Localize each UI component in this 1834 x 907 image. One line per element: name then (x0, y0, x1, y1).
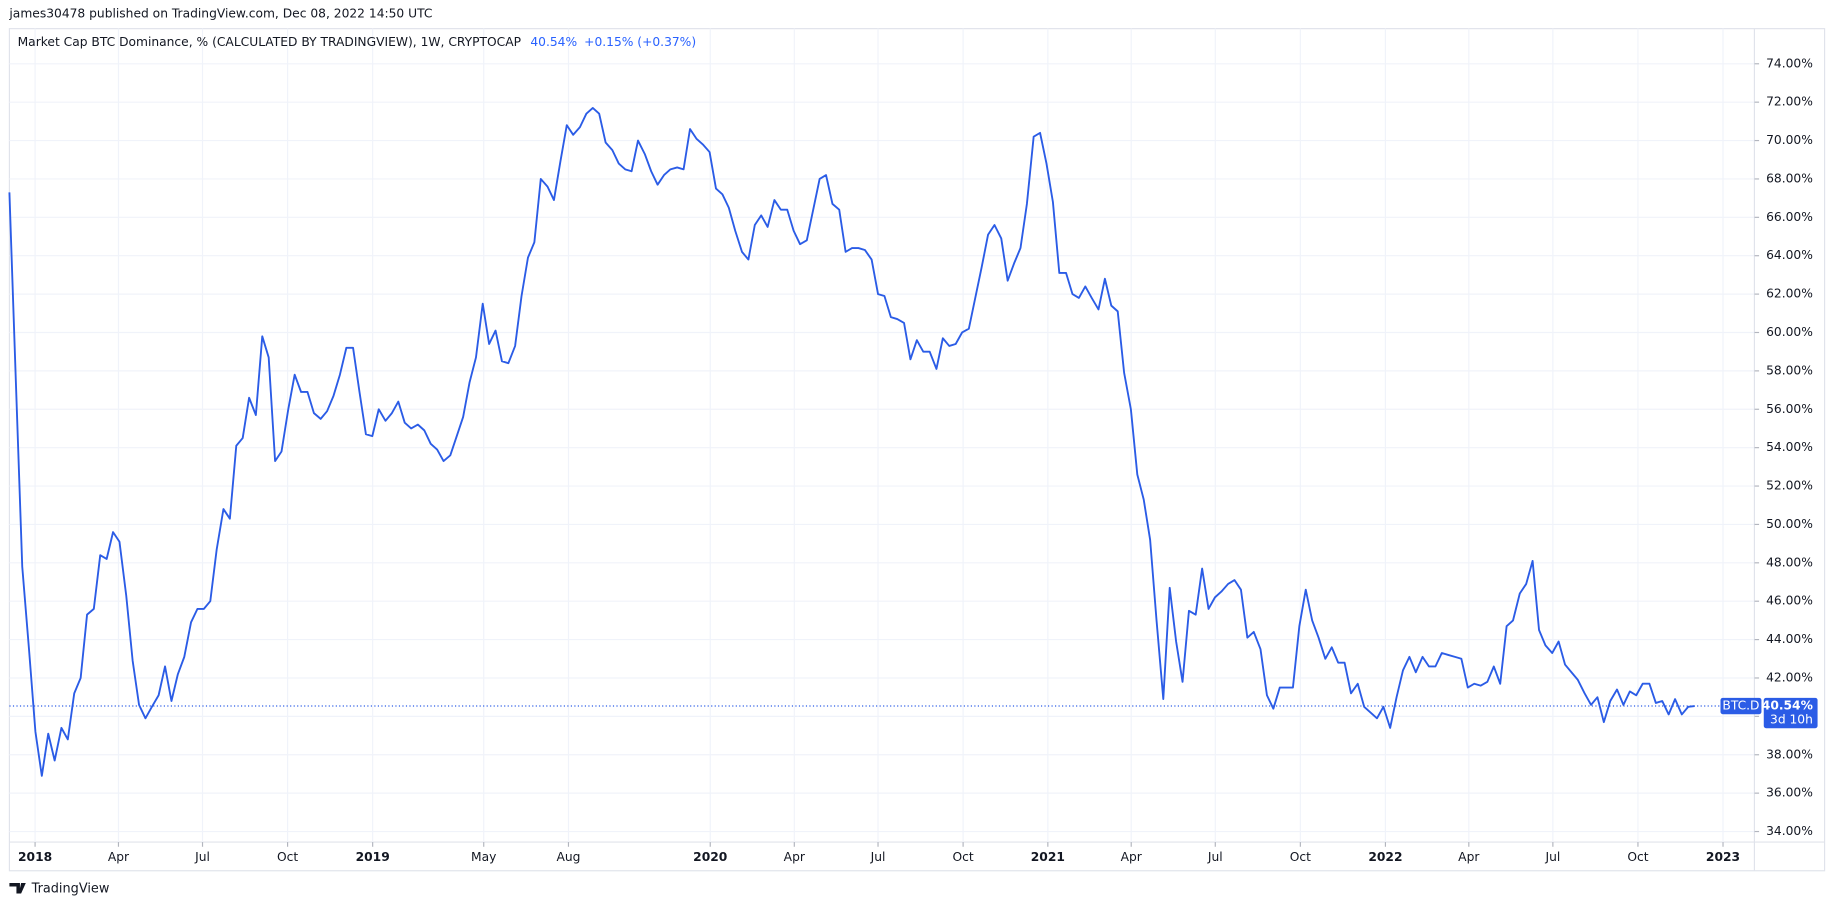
price-line (8, 106, 1695, 777)
x-tick-label: Oct (952, 850, 973, 864)
brand-logo (9, 883, 26, 894)
legend-change: +0.15% (+0.37%) (584, 35, 696, 49)
x-tick-label: Apr (1121, 850, 1143, 864)
y-tick-label: 56.00% (1766, 402, 1813, 416)
y-tick-label: 70.00% (1766, 133, 1813, 147)
x-tick-label: 2020 (693, 850, 727, 864)
x-tick-label: 2023 (1706, 850, 1740, 864)
y-tick-label: 62.00% (1766, 287, 1813, 301)
y-tick-label: 46.00% (1766, 594, 1813, 608)
x-tick-label: May (471, 850, 496, 864)
x-tick-label: 2018 (18, 850, 52, 864)
x-tick-label: Apr (108, 850, 130, 864)
y-tick-label: 68.00% (1766, 171, 1813, 185)
legend: Market Cap BTC Dominance, % (CALCULATED … (18, 35, 697, 49)
y-tick-label: 34.00% (1766, 824, 1813, 838)
y-tick-label: 54.00% (1766, 440, 1813, 454)
x-tick-label: Apr (1458, 850, 1480, 864)
x-tick-label: Oct (1627, 850, 1648, 864)
price-tag (1763, 697, 1818, 729)
brand-name: TradingView (31, 881, 110, 896)
y-tick-label: 52.00% (1766, 479, 1813, 493)
grid (9, 28, 1755, 843)
y-tick-label: 48.00% (1766, 555, 1813, 569)
legend-last: 40.54% (530, 35, 577, 49)
plot (8, 106, 1755, 777)
x-tick-label: Jul (870, 850, 886, 864)
x-tick-label: 2019 (356, 850, 390, 864)
y-tick-label: 44.00% (1766, 632, 1813, 646)
x-tick-label: 2021 (1031, 850, 1065, 864)
price-tag-countdown: 3d 10h (1770, 713, 1813, 727)
y-tick-label: 72.00% (1766, 95, 1813, 109)
y-tick-label: 66.00% (1766, 210, 1813, 224)
y-tick-label: 36.00% (1766, 786, 1813, 800)
y-tick-label: 50.00% (1766, 517, 1813, 531)
symbol-tag-label: BTC.D (1722, 699, 1759, 713)
y-tick-label: 38.00% (1766, 747, 1813, 761)
legend-title: Market Cap BTC Dominance, % (CALCULATED … (18, 35, 521, 49)
x-tick-label: Aug (556, 850, 580, 864)
y-tick-label: 42.00% (1766, 670, 1813, 684)
price-tag-value: 40.54% (1762, 699, 1813, 713)
y-tick-label: 60.00% (1766, 325, 1813, 339)
y-tick-label: 64.00% (1766, 248, 1813, 262)
x-tick-label: Oct (1290, 850, 1311, 864)
x-tick-label: Jul (194, 850, 210, 864)
x-tick-label: 2022 (1368, 850, 1402, 864)
y-tick-label: 74.00% (1766, 56, 1813, 70)
chart-frame (8, 28, 1826, 872)
y-tick-label: 58.00% (1766, 363, 1813, 377)
brand: TradingView (9, 881, 109, 896)
x-tick-label: Apr (784, 850, 806, 864)
x-tick-label: Jul (1207, 850, 1223, 864)
symbol-tag (1720, 697, 1762, 715)
x-tick-label: Jul (1544, 850, 1560, 864)
x-tick-label: Oct (277, 850, 298, 864)
published-line: james30478 published on TradingView.com,… (8, 7, 432, 21)
